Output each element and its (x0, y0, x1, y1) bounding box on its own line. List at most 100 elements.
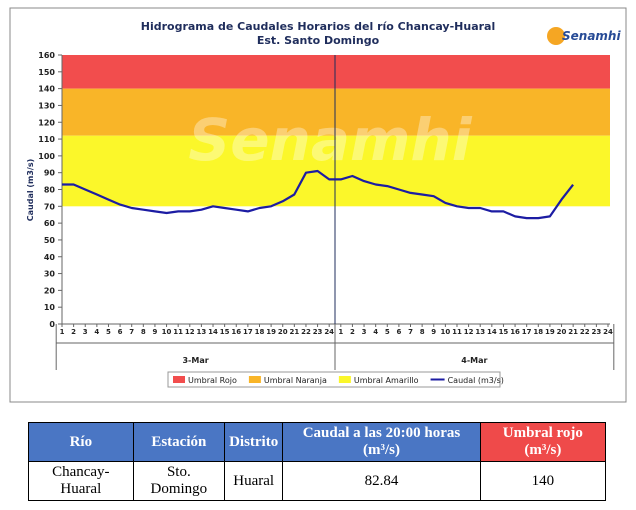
x-tick-label: 18 (255, 328, 265, 336)
x-tick-label: 5 (385, 328, 390, 336)
y-tick-label: 140 (38, 85, 55, 94)
x-tick-label: 24 (324, 328, 334, 336)
x-tick-label: 13 (197, 328, 207, 336)
x-tick-label: 21 (568, 328, 578, 336)
y-tick-label: 40 (44, 253, 56, 262)
x-tick-label: 20 (278, 328, 288, 336)
legend-frame (167, 371, 501, 388)
x-tick-label: 17 (522, 328, 532, 336)
cell: Chancay-Huaral (28, 461, 134, 501)
x-tick-label: 4 (94, 328, 99, 336)
threshold-band (62, 55, 610, 89)
threshold-band (62, 135, 610, 207)
x-tick-label: 20 (557, 328, 567, 336)
logo: Senamhi (547, 27, 621, 45)
y-tick-label: 10 (44, 303, 56, 312)
y-tick-label: 110 (38, 135, 55, 144)
legend-swatch (248, 376, 261, 383)
x-tick-label: 11 (452, 328, 462, 336)
y-tick-label: 20 (44, 286, 56, 295)
cell: 82.84 (282, 461, 481, 501)
chart-title: Hidrograma de Caudales Horarios del río … (141, 20, 496, 33)
x-tick-label: 12 (464, 328, 474, 336)
header-cell: Río (28, 422, 134, 462)
x-tick-label: 16 (510, 328, 520, 336)
logo-sun (547, 27, 565, 45)
header-cell: Estación (132, 422, 226, 462)
y-tick-label: 130 (38, 101, 55, 110)
legend-label: Umbral Rojo (188, 376, 237, 385)
chart-subtitle: Est. Santo Domingo (257, 34, 380, 47)
x-tick-label: 10 (440, 328, 450, 336)
x-tick-label: 19 (545, 328, 555, 336)
y-axis-label: Caudal (m3/s) (26, 159, 35, 222)
cell: 140 (479, 461, 607, 501)
legend-label: Umbral Naranja (264, 376, 327, 385)
watermark: Senamhi (188, 106, 472, 174)
x-tick-label: 16 (231, 328, 241, 336)
x-tick-label: 24 (603, 328, 613, 336)
x-tick-label: 12 (185, 328, 195, 336)
x-tick-label: 14 (208, 328, 218, 336)
y-tick-label: 80 (44, 186, 56, 195)
y-tick-label: 70 (44, 202, 56, 211)
header-cell: Umbral rojo (m³/s) (479, 422, 607, 462)
legend-swatch (338, 376, 351, 383)
x-tick-label: 7 (129, 328, 134, 336)
legend: Umbral Rojo Umbral Naranja Umbral Amarillo… (167, 371, 504, 388)
x-tick-label: 3 (83, 328, 88, 336)
y-tick-label: 150 (38, 68, 55, 77)
x-tick-label: 23 (313, 328, 323, 336)
x-tick-label: 17 (243, 328, 253, 336)
x-tick-label: 13 (475, 328, 485, 336)
table-row: Chancay-Huaral Sto. Domingo Huaral 82.84… (28, 461, 607, 501)
x-tick-label: 1 (60, 328, 65, 336)
x-tick-label: 19 (266, 328, 276, 336)
chart: Hidrograma de Caudales Horarios del río … (9, 7, 627, 403)
x-tick-label: 15 (220, 328, 230, 336)
y-tick-label: 30 (44, 270, 56, 279)
x-tick-label: 10 (162, 328, 172, 336)
x-tick-label: 21 (289, 328, 299, 336)
x-tick-label: 8 (420, 328, 425, 336)
x-tick-label: 3 (362, 328, 367, 336)
x-tick-label: 9 (431, 328, 436, 336)
cell: Sto. Domingo (132, 461, 226, 501)
x-tick-label: 6 (396, 328, 401, 336)
x-tick-label: 2 (350, 328, 355, 336)
x-tick-label: 23 (592, 328, 602, 336)
cell: Huaral (224, 461, 284, 501)
data-table: Río Estación Distrito Caudal a las 20:00… (28, 422, 607, 501)
legend-label: Caudal (m3/s) (448, 376, 504, 385)
logo-text: Senamhi (562, 29, 621, 43)
legend-swatch (173, 376, 185, 383)
y-tick-label: 160 (38, 51, 55, 60)
header-cell: Distrito (224, 422, 284, 462)
y-tick-label: 100 (38, 152, 55, 161)
y-tick-label: 0 (49, 320, 55, 329)
x-tick-label: 22 (301, 328, 311, 336)
y-tick-label: 90 (44, 169, 56, 178)
x-tick-label: 2 (71, 328, 76, 336)
x-tick-label: 1 (338, 328, 343, 336)
day-label: 3-Mar (182, 356, 208, 365)
x-tick-label: 8 (141, 328, 146, 336)
x-tick-label: 7 (408, 328, 413, 336)
threshold-band (62, 88, 610, 136)
x-tick-label: 11 (173, 328, 183, 336)
x-tick-label: 6 (118, 328, 123, 336)
y-tick-label: 50 (44, 236, 56, 245)
legend-label: Umbral Amarillo (354, 376, 419, 385)
series-line (62, 169, 574, 220)
y-tick-label: 60 (44, 219, 56, 228)
x-tick-label: 4 (373, 328, 378, 336)
y-tick-label: 120 (38, 118, 55, 127)
x-tick-label: 18 (533, 328, 543, 336)
x-tick-label: 15 (499, 328, 509, 336)
x-tick-label: 14 (487, 328, 497, 336)
header-cell: Caudal a las 20:00 horas (m³/s) (282, 422, 481, 462)
day-label: 4-Mar (461, 356, 487, 365)
x-tick-label: 9 (152, 328, 157, 336)
x-tick-label: 5 (106, 328, 111, 336)
